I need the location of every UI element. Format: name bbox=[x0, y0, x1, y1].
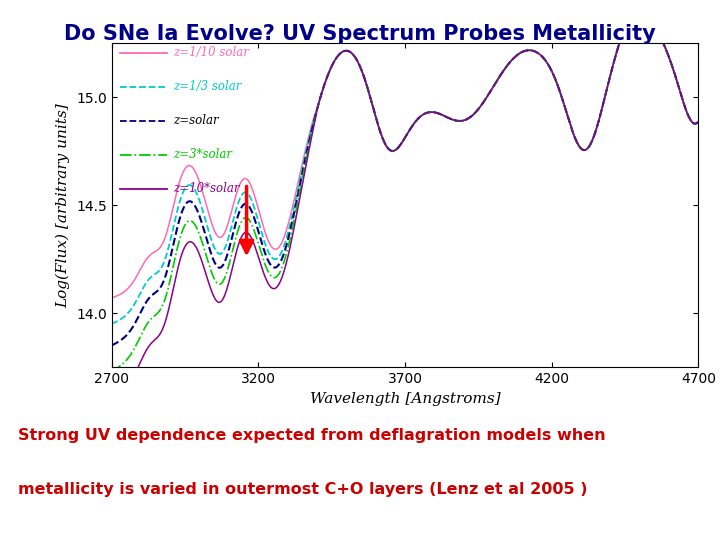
Text: metallicity is varied in outermost C+O layers (Lenz et al 2005 ): metallicity is varied in outermost C+O l… bbox=[18, 482, 588, 497]
Text: Strong UV dependence expected from deflagration models when: Strong UV dependence expected from defla… bbox=[18, 428, 606, 443]
Text: z=1/10 solar: z=1/10 solar bbox=[174, 46, 249, 59]
Text: z=3*solar: z=3*solar bbox=[174, 148, 233, 161]
Text: z=10*solar: z=10*solar bbox=[174, 183, 240, 195]
Text: z=solar: z=solar bbox=[174, 114, 219, 127]
Text: z=1/3 solar: z=1/3 solar bbox=[174, 80, 242, 93]
Y-axis label: Log(Flux) [arbitrary units]: Log(Flux) [arbitrary units] bbox=[56, 103, 71, 308]
Text: Do SNe Ia Evolve? UV Spectrum Probes Metallicity: Do SNe Ia Evolve? UV Spectrum Probes Met… bbox=[64, 24, 656, 44]
X-axis label: Wavelength [Angstroms]: Wavelength [Angstroms] bbox=[310, 392, 500, 406]
